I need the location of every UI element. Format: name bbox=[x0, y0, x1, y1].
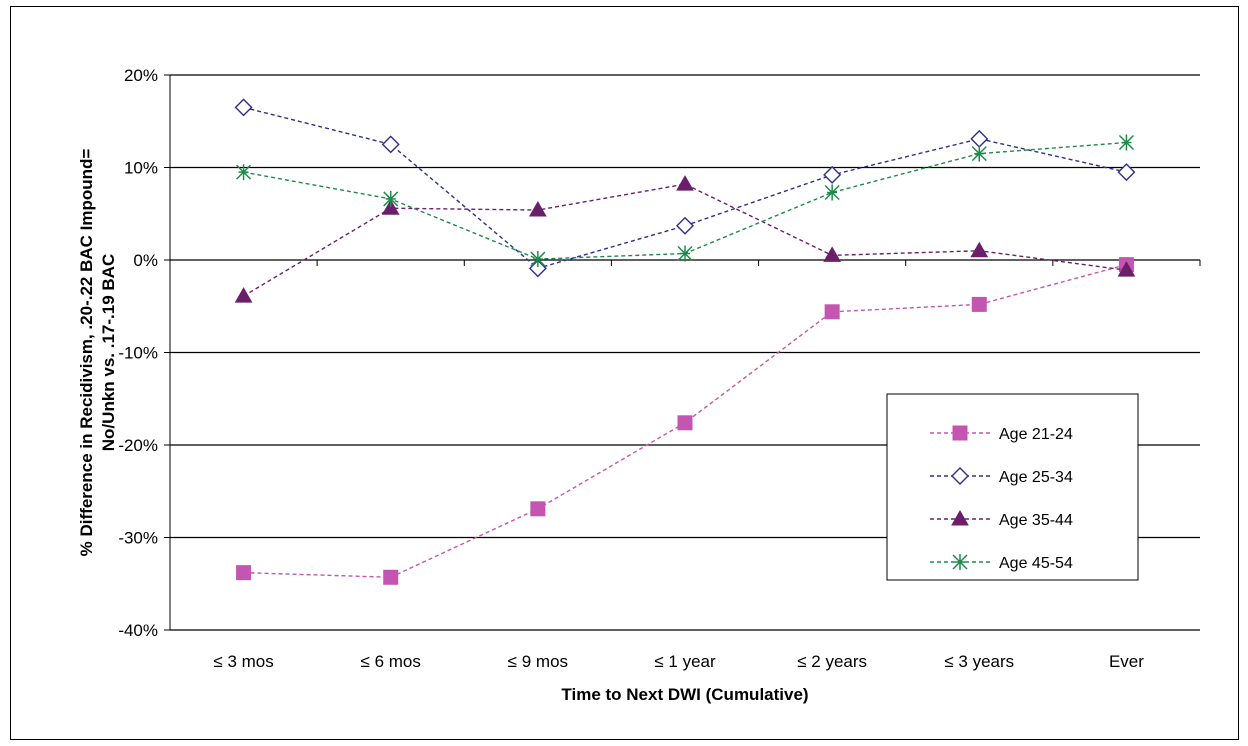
legend-box bbox=[886, 393, 1139, 581]
x-tick-label: ≤ 3 years bbox=[944, 652, 1014, 671]
data-point bbox=[236, 164, 252, 181]
data-point bbox=[236, 565, 252, 581]
legend-marker bbox=[952, 425, 968, 441]
x-tick-label: ≤ 6 mos bbox=[361, 652, 421, 671]
legend-item: Age 25-34 bbox=[930, 467, 1073, 486]
legend-label: Age 45-54 bbox=[999, 555, 1073, 572]
x-tick-label: Ever bbox=[1109, 652, 1144, 671]
y-tick-label: 10% bbox=[124, 159, 158, 178]
y-tick-label: -20% bbox=[118, 436, 158, 455]
chart-frame bbox=[10, 6, 1239, 740]
data-point bbox=[677, 245, 693, 262]
legend-label: Age 35-44 bbox=[999, 512, 1073, 529]
x-tick-label: ≤ 1 year bbox=[654, 652, 716, 671]
data-point bbox=[823, 165, 842, 184]
series-age-25-34 bbox=[234, 98, 1136, 278]
data-point bbox=[1117, 261, 1136, 277]
data-point bbox=[383, 569, 399, 585]
legend-item: Age 21-24 bbox=[930, 425, 1073, 443]
data-point bbox=[970, 129, 989, 148]
legend-label: Age 25-34 bbox=[999, 469, 1073, 486]
data-point bbox=[234, 287, 253, 303]
data-point bbox=[971, 296, 987, 312]
data-point bbox=[677, 415, 693, 431]
data-point bbox=[676, 216, 694, 235]
data-point bbox=[676, 175, 694, 191]
series-age-45-54 bbox=[236, 134, 1134, 268]
legend-item: Age 45-54 bbox=[930, 554, 1073, 572]
y-tick-labels: 20% 10% 0% -10% -20% -30% -40% bbox=[118, 66, 158, 640]
series bbox=[234, 98, 1136, 585]
legend-label: Age 21-24 bbox=[999, 426, 1073, 443]
legend: Age 21-24 Age 25-34 Age 35-44 Age 45-54 bbox=[886, 393, 1139, 581]
data-point bbox=[530, 251, 546, 268]
series-line bbox=[243, 183, 1127, 297]
data-point bbox=[970, 241, 989, 258]
series-line bbox=[243, 141, 1127, 260]
data-point bbox=[823, 246, 842, 262]
y-tick-label: 20% bbox=[124, 66, 158, 85]
x-tick-label: ≤ 3 mos bbox=[213, 652, 273, 671]
legend-marker bbox=[951, 467, 969, 485]
y-tick-label: -30% bbox=[118, 529, 158, 548]
legend-marker bbox=[951, 509, 969, 526]
x-tick-label: ≤ 2 years bbox=[797, 652, 867, 671]
x-axis-title: Time to Next DWI (Cumulative) bbox=[561, 685, 808, 704]
y-tick-label: -10% bbox=[118, 344, 158, 363]
y-tick-label: 0% bbox=[133, 251, 158, 270]
data-point bbox=[1117, 163, 1136, 182]
data-point bbox=[528, 259, 547, 278]
grid-lines bbox=[170, 74, 1200, 631]
data-point bbox=[530, 501, 546, 517]
series-age-35-44 bbox=[234, 175, 1136, 303]
legend-marker bbox=[952, 554, 968, 570]
y-axis-title-line-2: No/Unkn vs. .17-.19 BAC bbox=[99, 254, 118, 451]
data-point bbox=[1118, 134, 1134, 151]
data-point bbox=[528, 201, 547, 217]
y-axis-title-line-1: % Difference in Recidivism, .20-.22 BAC … bbox=[77, 149, 96, 557]
data-point bbox=[381, 199, 400, 215]
data-point bbox=[234, 98, 253, 117]
data-point bbox=[824, 304, 840, 320]
data-point bbox=[381, 135, 400, 154]
data-point bbox=[971, 145, 987, 162]
data-point bbox=[824, 184, 840, 201]
legend-item: Age 35-44 bbox=[930, 509, 1073, 529]
x-tick-label: ≤ 9 mos bbox=[508, 652, 568, 671]
data-point bbox=[383, 190, 399, 207]
y-tick-label: -40% bbox=[118, 621, 158, 640]
x-tick-labels: ≤ 3 mos ≤ 6 mos ≤ 9 mos ≤ 1 year ≤ 2 years ≤ … bbox=[213, 652, 1144, 671]
